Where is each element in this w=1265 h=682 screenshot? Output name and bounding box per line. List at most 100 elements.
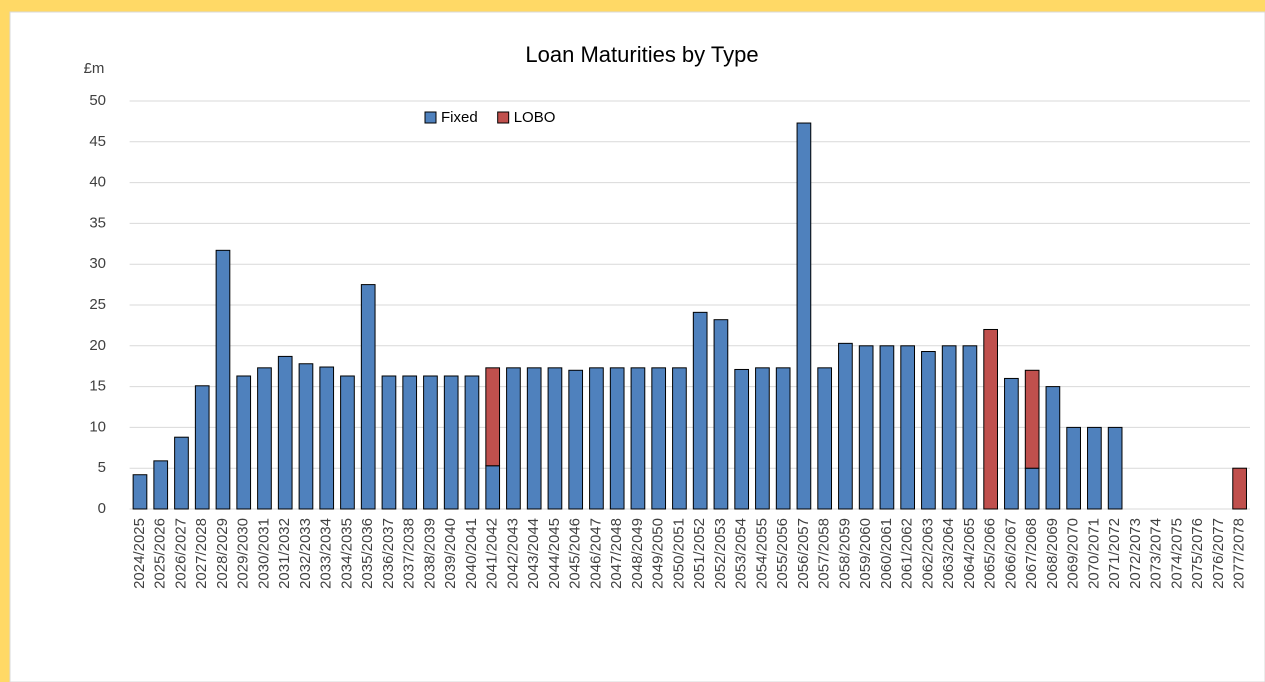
- x-tick-label: 2035/2036: [359, 518, 376, 589]
- bar: [609, 367, 625, 510]
- chart-title: Loan Maturities by Type: [525, 42, 758, 67]
- bar: [174, 436, 189, 510]
- bar: [215, 249, 231, 510]
- x-tick-label: 2064/2065: [961, 518, 978, 589]
- x-tick-label: 2075/2076: [1189, 518, 1206, 589]
- legend-label: Fixed: [441, 109, 478, 126]
- x-tick-label: 2033/2034: [318, 518, 335, 589]
- x-tick-label: 2061/2062: [899, 518, 916, 589]
- bar: [1004, 377, 1019, 510]
- bar: [879, 345, 895, 510]
- y-tick-label: 10: [89, 418, 106, 435]
- y-axis-label: £m: [84, 60, 105, 77]
- bar: [485, 367, 501, 467]
- x-tick-label: 2048/2049: [629, 518, 646, 589]
- x-tick-label: 2072/2073: [1127, 518, 1144, 589]
- y-tick-label: 40: [89, 174, 106, 191]
- x-tick-label: 2050/2051: [670, 518, 687, 589]
- x-tick-label: 2032/2033: [297, 518, 314, 589]
- y-tick-label: 0: [98, 500, 106, 517]
- bar: [298, 363, 314, 510]
- x-tick-label: 2054/2055: [753, 518, 770, 589]
- bars: 2024/2025 2025/2026 2026/2027 2027/2028 2028…: [131, 122, 1248, 589]
- legend-label: LOBO: [514, 109, 556, 126]
- y-tick-label: 45: [89, 133, 106, 150]
- x-tick-label: 2029/2030: [235, 518, 252, 589]
- bar: [194, 385, 210, 510]
- bar: [506, 367, 521, 510]
- x-tick-label: 2046/2047: [587, 518, 604, 589]
- x-tick-label: 2070/2071: [1085, 518, 1102, 589]
- x-tick-label: 2049/2050: [650, 518, 667, 589]
- x-tick-label: 2042/2043: [504, 518, 521, 589]
- x-tick-label: 2052/2053: [712, 518, 729, 589]
- x-tick-label: 2057/2058: [816, 518, 833, 589]
- bar: [921, 351, 936, 510]
- bar: [983, 328, 998, 510]
- bar: [775, 367, 791, 510]
- x-tick-label: 2058/2059: [836, 518, 853, 589]
- y-tick-label: 50: [89, 92, 106, 109]
- bar: [1024, 467, 1040, 510]
- x-tick-label: 2071/2072: [1106, 518, 1123, 589]
- x-tick-label: 2036/2037: [380, 518, 397, 589]
- x-tick-label: 2068/2069: [1044, 518, 1061, 589]
- bar: [319, 366, 335, 510]
- x-tick-label: 2063/2064: [940, 518, 957, 589]
- x-tick-label: 2024/2025: [131, 518, 148, 589]
- bar: [360, 284, 376, 510]
- bar: [755, 367, 770, 510]
- x-tick-label: 2038/2039: [421, 518, 438, 589]
- bar: [630, 367, 646, 510]
- x-tick-label: 2039/2040: [442, 518, 459, 589]
- bar: [277, 355, 293, 510]
- y-tick-label: 35: [89, 214, 106, 231]
- x-tick-label: 2026/2027: [172, 518, 189, 589]
- bar: [257, 367, 272, 510]
- bar: [485, 465, 501, 510]
- x-tick-label: 2030/2031: [255, 518, 272, 589]
- x-tick-label: 2034/2035: [338, 518, 355, 589]
- x-tick-label: 2060/2061: [878, 518, 895, 589]
- y-tick-label: 25: [89, 296, 106, 313]
- bar: [692, 311, 708, 510]
- bar: [1045, 386, 1061, 510]
- x-tick-label: 2028/2029: [214, 518, 231, 589]
- y-tick-label: 20: [89, 337, 106, 354]
- bar: [381, 375, 397, 510]
- x-tick-label: 2025/2026: [152, 518, 169, 589]
- x-tick-label: 2065/2066: [982, 518, 999, 589]
- bar: [547, 367, 563, 510]
- bar: [1024, 369, 1040, 469]
- y-tick-label: 5: [98, 459, 106, 476]
- x-tick-label: 2074/2075: [1168, 518, 1185, 589]
- x-tick-label: 2027/2028: [193, 518, 210, 589]
- x-tick-label: 2031/2032: [276, 518, 293, 589]
- bar: [1232, 467, 1247, 510]
- legend: Fixed LOBO: [424, 109, 556, 126]
- bar: [340, 375, 355, 510]
- x-tick-label: 2047/2048: [608, 518, 625, 589]
- bar: [526, 367, 542, 510]
- x-tick-label: 2062/2063: [919, 518, 936, 589]
- bar: [464, 375, 480, 510]
- bar: [402, 375, 418, 510]
- bar: [962, 345, 978, 510]
- bar: [1066, 426, 1081, 510]
- x-tick-label: 2043/2044: [525, 518, 542, 589]
- bar: [132, 474, 148, 510]
- bar: [796, 122, 812, 510]
- legend-swatch: [497, 111, 510, 124]
- bar: [734, 368, 750, 510]
- bar: [713, 319, 729, 510]
- x-tick-label: 2045/2046: [567, 518, 584, 589]
- x-tick-label: 2066/2067: [1002, 518, 1019, 589]
- bar: [568, 369, 584, 510]
- bar: [817, 367, 833, 510]
- bar: [941, 345, 957, 510]
- bar: [900, 345, 916, 510]
- x-tick-label: 2055/2056: [774, 518, 791, 589]
- x-tick-label: 2059/2060: [857, 518, 874, 589]
